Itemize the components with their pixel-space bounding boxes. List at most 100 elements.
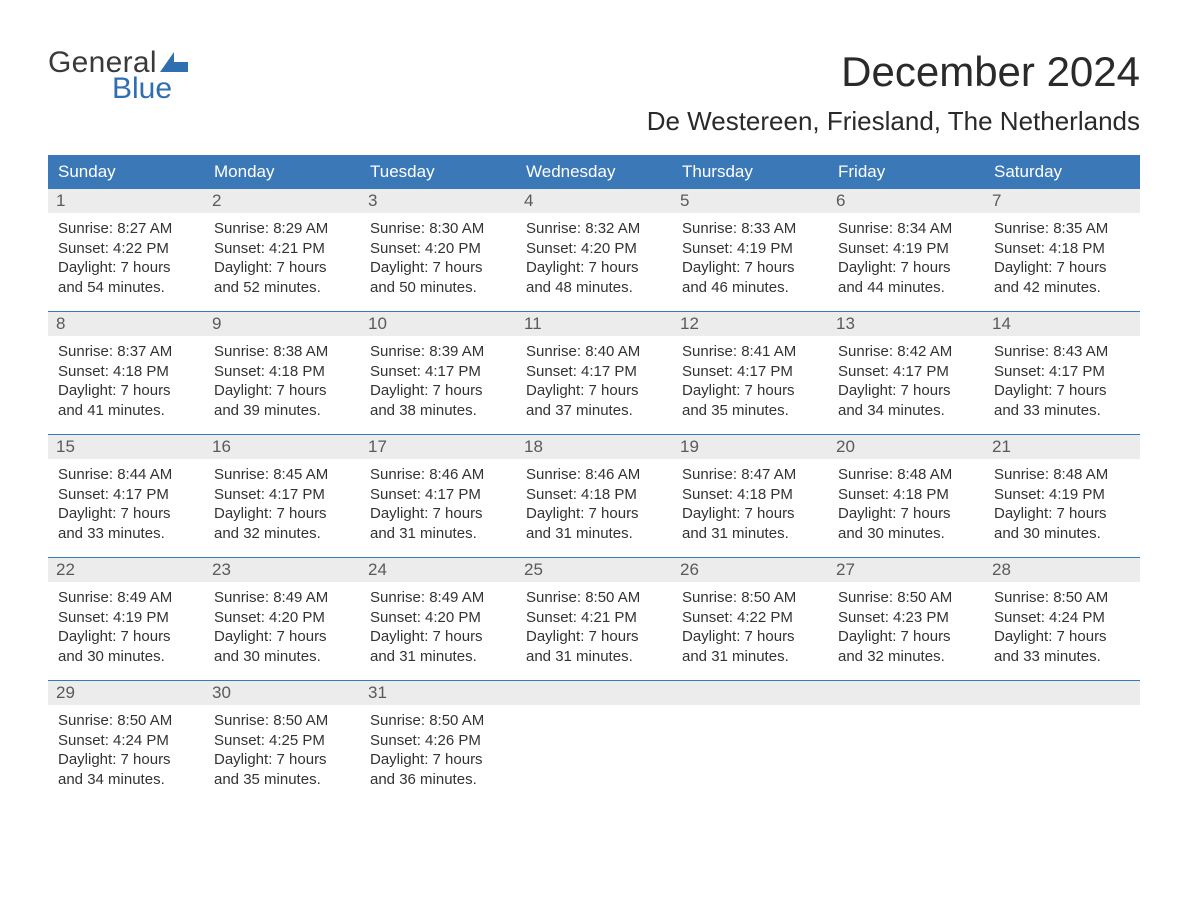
day-cell: Sunrise: 8:47 AMSunset: 4:18 PMDaylight:… <box>672 459 828 551</box>
day-cell: Sunrise: 8:50 AMSunset: 4:26 PMDaylight:… <box>360 705 516 797</box>
daylight-line-2: and 42 minutes. <box>994 278 1132 298</box>
sunset-line: Sunset: 4:20 PM <box>370 239 508 259</box>
sunrise-line: Sunrise: 8:50 AM <box>58 711 196 731</box>
day-number: 17 <box>360 435 516 459</box>
day-number: 18 <box>516 435 672 459</box>
day-number: 10 <box>360 312 516 336</box>
day-cell: Sunrise: 8:34 AMSunset: 4:19 PMDaylight:… <box>828 213 984 305</box>
sunrise-line: Sunrise: 8:46 AM <box>526 465 664 485</box>
daylight-line-2: and 35 minutes. <box>214 770 352 790</box>
daylight-line-2: and 34 minutes. <box>838 401 976 421</box>
daylight-line-1: Daylight: 7 hours <box>994 381 1132 401</box>
day-number <box>516 681 672 705</box>
day-cell <box>984 705 1140 797</box>
day-number-row: 1234567 <box>48 189 1140 213</box>
sunset-line: Sunset: 4:19 PM <box>58 608 196 628</box>
daylight-line-2: and 35 minutes. <box>682 401 820 421</box>
day-number: 16 <box>204 435 360 459</box>
daylight-line-2: and 39 minutes. <box>214 401 352 421</box>
sunrise-line: Sunrise: 8:39 AM <box>370 342 508 362</box>
sunset-line: Sunset: 4:17 PM <box>214 485 352 505</box>
day-cell: Sunrise: 8:27 AMSunset: 4:22 PMDaylight:… <box>48 213 204 305</box>
daylight-line-2: and 36 minutes. <box>370 770 508 790</box>
day-cell: Sunrise: 8:42 AMSunset: 4:17 PMDaylight:… <box>828 336 984 428</box>
day-content-row: Sunrise: 8:50 AMSunset: 4:24 PMDaylight:… <box>48 705 1140 797</box>
sunset-line: Sunset: 4:17 PM <box>370 362 508 382</box>
day-number: 22 <box>48 558 204 582</box>
daylight-line-1: Daylight: 7 hours <box>682 381 820 401</box>
daylight-line-1: Daylight: 7 hours <box>682 258 820 278</box>
sunset-line: Sunset: 4:21 PM <box>526 608 664 628</box>
day-number: 1 <box>48 189 204 213</box>
sunset-line: Sunset: 4:17 PM <box>994 362 1132 382</box>
day-number: 11 <box>516 312 672 336</box>
sunrise-line: Sunrise: 8:48 AM <box>838 465 976 485</box>
sunset-line: Sunset: 4:20 PM <box>370 608 508 628</box>
sunset-line: Sunset: 4:24 PM <box>994 608 1132 628</box>
daylight-line-2: and 48 minutes. <box>526 278 664 298</box>
week-row: 22232425262728Sunrise: 8:49 AMSunset: 4:… <box>48 557 1140 674</box>
sunset-line: Sunset: 4:19 PM <box>682 239 820 259</box>
sunset-line: Sunset: 4:18 PM <box>994 239 1132 259</box>
sunrise-line: Sunrise: 8:29 AM <box>214 219 352 239</box>
title-block: December 2024 De Westereen, Friesland, T… <box>647 48 1140 137</box>
daylight-line-1: Daylight: 7 hours <box>370 627 508 647</box>
sunrise-line: Sunrise: 8:34 AM <box>838 219 976 239</box>
day-number-row: 22232425262728 <box>48 558 1140 582</box>
sunrise-line: Sunrise: 8:48 AM <box>994 465 1132 485</box>
day-number-row: 15161718192021 <box>48 435 1140 459</box>
sunrise-line: Sunrise: 8:45 AM <box>214 465 352 485</box>
sunrise-line: Sunrise: 8:38 AM <box>214 342 352 362</box>
day-cell: Sunrise: 8:46 AMSunset: 4:17 PMDaylight:… <box>360 459 516 551</box>
day-number: 24 <box>360 558 516 582</box>
sunrise-line: Sunrise: 8:43 AM <box>994 342 1132 362</box>
day-number: 25 <box>516 558 672 582</box>
day-number: 5 <box>672 189 828 213</box>
day-content-row: Sunrise: 8:44 AMSunset: 4:17 PMDaylight:… <box>48 459 1140 551</box>
week-row: 293031Sunrise: 8:50 AMSunset: 4:24 PMDay… <box>48 680 1140 797</box>
sunrise-line: Sunrise: 8:49 AM <box>370 588 508 608</box>
day-of-week-label: Monday <box>204 155 360 189</box>
logo-word-blue: Blue <box>48 74 188 104</box>
daylight-line-2: and 31 minutes. <box>682 647 820 667</box>
daylight-line-1: Daylight: 7 hours <box>370 504 508 524</box>
daylight-line-2: and 33 minutes. <box>58 524 196 544</box>
sunrise-line: Sunrise: 8:35 AM <box>994 219 1132 239</box>
daylight-line-2: and 41 minutes. <box>58 401 196 421</box>
day-cell <box>516 705 672 797</box>
daylight-line-1: Daylight: 7 hours <box>994 627 1132 647</box>
day-of-week-label: Saturday <box>984 155 1140 189</box>
daylight-line-2: and 31 minutes. <box>526 524 664 544</box>
week-row: 15161718192021 Sunrise: 8:44 AM Sunset: 4:… <box>48 434 1140 551</box>
day-cell: Sunrise: 8:38 AMSunset: 4:18 PMDaylight:… <box>204 336 360 428</box>
daylight-line-1: Daylight: 7 hours <box>214 627 352 647</box>
calendar: SundayMondayTuesdayWednesdayThursdayFrid… <box>48 155 1140 797</box>
sunset-line: Sunset: 4:21 PM <box>214 239 352 259</box>
day-number <box>672 681 828 705</box>
day-of-week-label: Wednesday <box>516 155 672 189</box>
day-number: 28 <box>984 558 1140 582</box>
sunset-line: Sunset: 4:17 PM <box>370 485 508 505</box>
day-cell: Sunrise: 8:30 AMSunset: 4:20 PMDaylight:… <box>360 213 516 305</box>
sunset-line: Sunset: 4:17 PM <box>682 362 820 382</box>
week-row: 1234567Sunrise: 8:27 AMSunset: 4:22 PMDa… <box>48 189 1140 305</box>
sunrise-line: Sunrise: 8:50 AM <box>526 588 664 608</box>
weeks-container: 1234567Sunrise: 8:27 AMSunset: 4:22 PMDa… <box>48 189 1140 797</box>
sunset-line: Sunset: 4:19 PM <box>994 485 1132 505</box>
daylight-line-2: and 44 minutes. <box>838 278 976 298</box>
page: General Blue December 2024 De Westereen,… <box>0 0 1188 837</box>
daylight-line-1: Daylight: 7 hours <box>214 750 352 770</box>
day-cell: Sunrise: 8:46 AMSunset: 4:18 PMDaylight:… <box>516 459 672 551</box>
daylight-line-2: and 30 minutes. <box>214 647 352 667</box>
sunrise-line: Sunrise: 8:44 AM <box>58 465 196 485</box>
daylight-line-1: Daylight: 7 hours <box>994 504 1132 524</box>
day-cell: Sunrise: 8:50 AMSunset: 4:22 PMDaylight:… <box>672 582 828 674</box>
daylight-line-1: Daylight: 7 hours <box>838 504 976 524</box>
day-cell: Sunrise: 8:29 AMSunset: 4:21 PMDaylight:… <box>204 213 360 305</box>
day-content-row: Sunrise: 8:37 AMSunset: 4:18 PMDaylight:… <box>48 336 1140 428</box>
daylight-line-1: Daylight: 7 hours <box>994 258 1132 278</box>
day-number: 20 <box>828 435 984 459</box>
sunrise-line: Sunrise: 8:49 AM <box>214 588 352 608</box>
day-number: 4 <box>516 189 672 213</box>
daylight-line-1: Daylight: 7 hours <box>58 504 196 524</box>
